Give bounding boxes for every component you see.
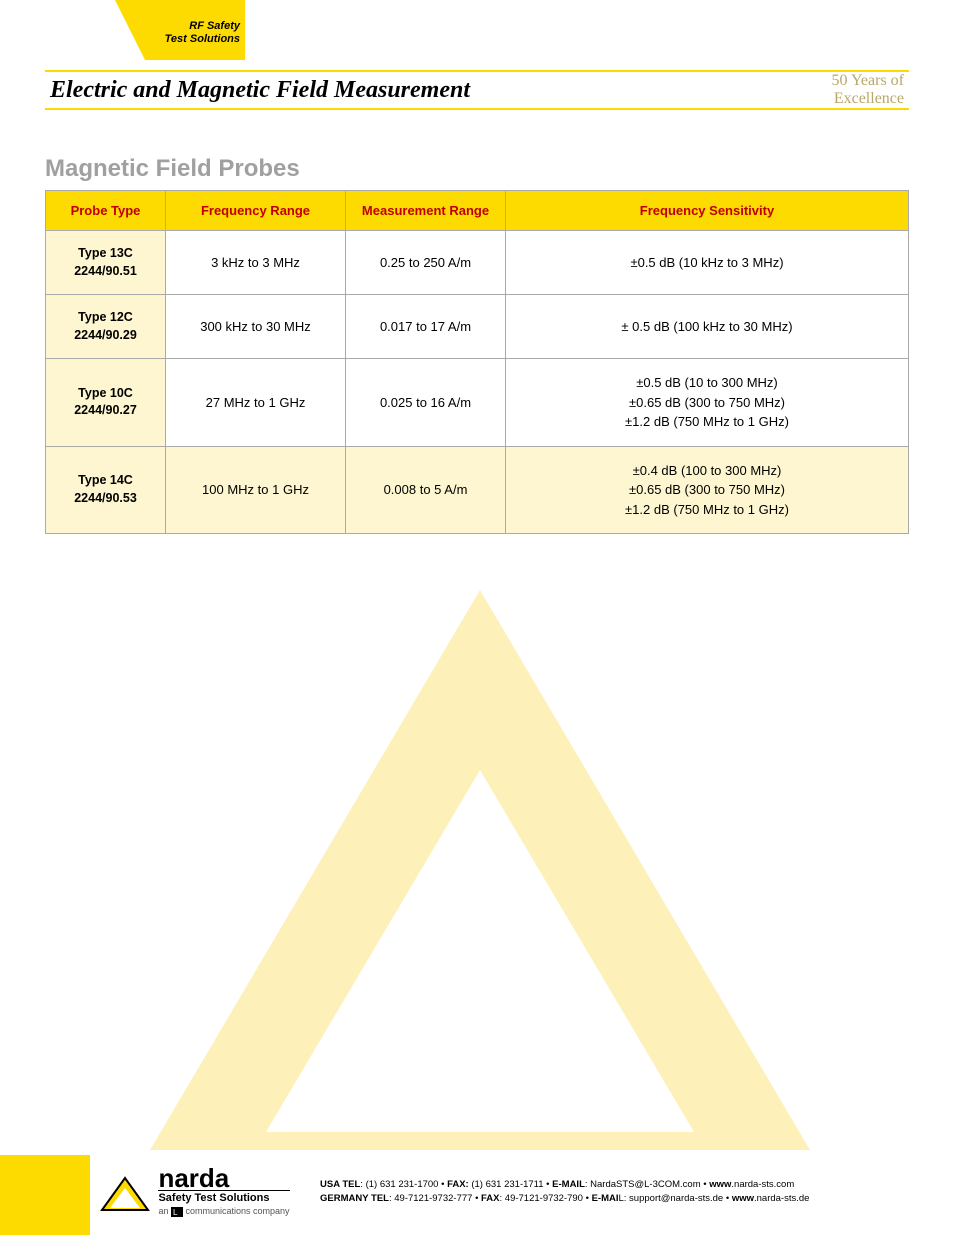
meas-range-cell: 0.017 to 17 A/m	[346, 295, 506, 359]
usa-fax-label: FAX:	[447, 1179, 469, 1190]
logo-sub2-suffix: communications company	[183, 1206, 290, 1216]
tagline-line2: Excellence	[834, 90, 904, 107]
ger-fax-label: FAX	[481, 1193, 499, 1204]
probe-type-name: Type 14C	[78, 473, 133, 487]
section-title: Magnetic Field Probes	[45, 155, 300, 183]
usa-fax: (1) 631 231-1711 •	[469, 1179, 552, 1190]
usa-tel: : (1) 631 231-1700 •	[360, 1179, 447, 1190]
col-frequency-range: Frequency Range	[166, 191, 346, 231]
sensitivity-line: ±0.65 dB (300 to 750 MHz)	[629, 482, 785, 497]
ger-www: .narda-sts.de	[754, 1193, 809, 1204]
col-probe-type: Probe Type	[46, 191, 166, 231]
ger-email-label: E-MAI	[592, 1193, 619, 1204]
sensitivity-line: ±0.65 dB (300 to 750 MHz)	[629, 395, 785, 410]
top-tag-line2: Test Solutions	[165, 33, 240, 45]
top-tag-text: RF Safety Test Solutions	[150, 20, 240, 46]
probe-type-cell: Type 10C 2244/90.27	[46, 359, 166, 447]
logo-text-block: narda Safety Test Solutions an L communi…	[158, 1167, 289, 1217]
sensitivity-line: ±0.5 dB (10 to 300 MHz)	[636, 375, 778, 390]
sensitivity-line: ± 0.5 dB (100 kHz to 30 MHz)	[621, 319, 792, 334]
freq-range-cell: 3 kHz to 3 MHz	[166, 231, 346, 295]
logo-name: narda	[158, 1167, 289, 1190]
table-header-row: Probe Type Frequency Range Measurement R…	[46, 191, 909, 231]
header-tagline: 50 Years of Excellence	[832, 72, 904, 107]
probe-type-name: Type 13C	[78, 246, 133, 260]
logo-triangle-icon	[100, 1176, 150, 1217]
freq-range-cell: 100 MHz to 1 GHz	[166, 446, 346, 534]
probe-type-code: 2244/90.51	[74, 264, 137, 278]
sensitivity-line: ±1.2 dB (750 MHz to 1 GHz)	[625, 502, 789, 517]
svg-text:L: L	[173, 1208, 178, 1217]
ger-www-label: www	[732, 1193, 754, 1204]
meas-range-cell: 0.025 to 16 A/m	[346, 359, 506, 447]
probe-type-cell: Type 12C 2244/90.29	[46, 295, 166, 359]
table-row: Type 12C 2244/90.29 300 kHz to 30 MHz0.017…	[46, 295, 909, 359]
usa-email-label: E-MAIL	[552, 1179, 585, 1190]
ger-tel-label: GERMANY TEL	[320, 1193, 389, 1204]
usa-tel-label: USA TEL	[320, 1179, 360, 1190]
meas-range-cell: 0.25 to 250 A/m	[346, 231, 506, 295]
usa-www: .narda-sts.com	[731, 1179, 794, 1190]
contact-germany: GERMANY TEL: 49-7121-9732-777 • FAX: 49-…	[320, 1192, 909, 1205]
sensitivity-cell: ± 0.5 dB (100 kHz to 30 MHz)	[506, 295, 909, 359]
footer-logo: narda Safety Test Solutions an L communi…	[100, 1167, 290, 1217]
table-row: Type 14C 2244/90.53 100 MHz to 1 GHz0.008 …	[46, 446, 909, 534]
sensitivity-line: ±0.5 dB (10 kHz to 3 MHz)	[630, 255, 783, 270]
footer-contact: USA TEL: (1) 631 231-1700 • FAX: (1) 631…	[320, 1178, 909, 1205]
probe-type-cell: Type 14C 2244/90.53	[46, 446, 166, 534]
logo-subtitle: Safety Test Solutions	[158, 1190, 289, 1204]
sensitivity-line: ±1.2 dB (750 MHz to 1 GHz)	[625, 414, 789, 429]
probe-type-code: 2244/90.27	[74, 403, 137, 417]
freq-range-cell: 300 kHz to 30 MHz	[166, 295, 346, 359]
sensitivity-cell: ±0.5 dB (10 kHz to 3 MHz)	[506, 231, 909, 295]
probe-type-code: 2244/90.29	[74, 328, 137, 342]
page-title: Electric and Magnetic Field Measurement	[50, 77, 470, 104]
probe-type-name: Type 12C	[78, 310, 133, 324]
decorative-triangle-inner	[266, 770, 694, 1132]
ger-email: L: support@narda-sts.de •	[619, 1193, 732, 1204]
l3-icon: L	[171, 1207, 183, 1217]
ger-tel: : 49-7121-9732-777 •	[389, 1193, 481, 1204]
sensitivity-cell: ±0.5 dB (10 to 300 MHz) ±0.65 dB (300 to …	[506, 359, 909, 447]
sensitivity-line: ±0.4 dB (100 to 300 MHz)	[633, 463, 782, 478]
ger-fax: : 49-7121-9732-790 •	[500, 1193, 592, 1204]
meas-range-cell: 0.008 to 5 A/m	[346, 446, 506, 534]
usa-www-label: www	[709, 1179, 731, 1190]
probe-type-name: Type 10C	[78, 386, 133, 400]
contact-usa: USA TEL: (1) 631 231-1700 • FAX: (1) 631…	[320, 1178, 909, 1191]
col-frequency-sensitivity: Frequency Sensitivity	[506, 191, 909, 231]
usa-email: : NardaSTS@L-3COM.com •	[585, 1179, 709, 1190]
header-bar: Electric and Magnetic Field Measurement …	[45, 70, 909, 110]
probe-type-cell: Type 13C 2244/90.51	[46, 231, 166, 295]
probe-type-code: 2244/90.53	[74, 491, 137, 505]
top-tag-line1: RF Safety	[189, 20, 240, 32]
freq-range-cell: 27 MHz to 1 GHz	[166, 359, 346, 447]
tagline-line1: 50 Years of	[832, 72, 904, 89]
col-measurement-range: Measurement Range	[346, 191, 506, 231]
sensitivity-cell: ±0.4 dB (100 to 300 MHz) ±0.65 dB (300 to…	[506, 446, 909, 534]
probes-table: Probe Type Frequency Range Measurement R…	[45, 190, 909, 534]
footer-yellow-block	[0, 1155, 90, 1235]
table-row: Type 13C 2244/90.51 3 kHz to 3 MHz0.25 to …	[46, 231, 909, 295]
logo-sub2-prefix: an	[158, 1206, 171, 1216]
logo-subtitle2: an L communications company	[158, 1206, 289, 1217]
table-row: Type 10C 2244/90.27 27 MHz to 1 GHz0.025 t…	[46, 359, 909, 447]
